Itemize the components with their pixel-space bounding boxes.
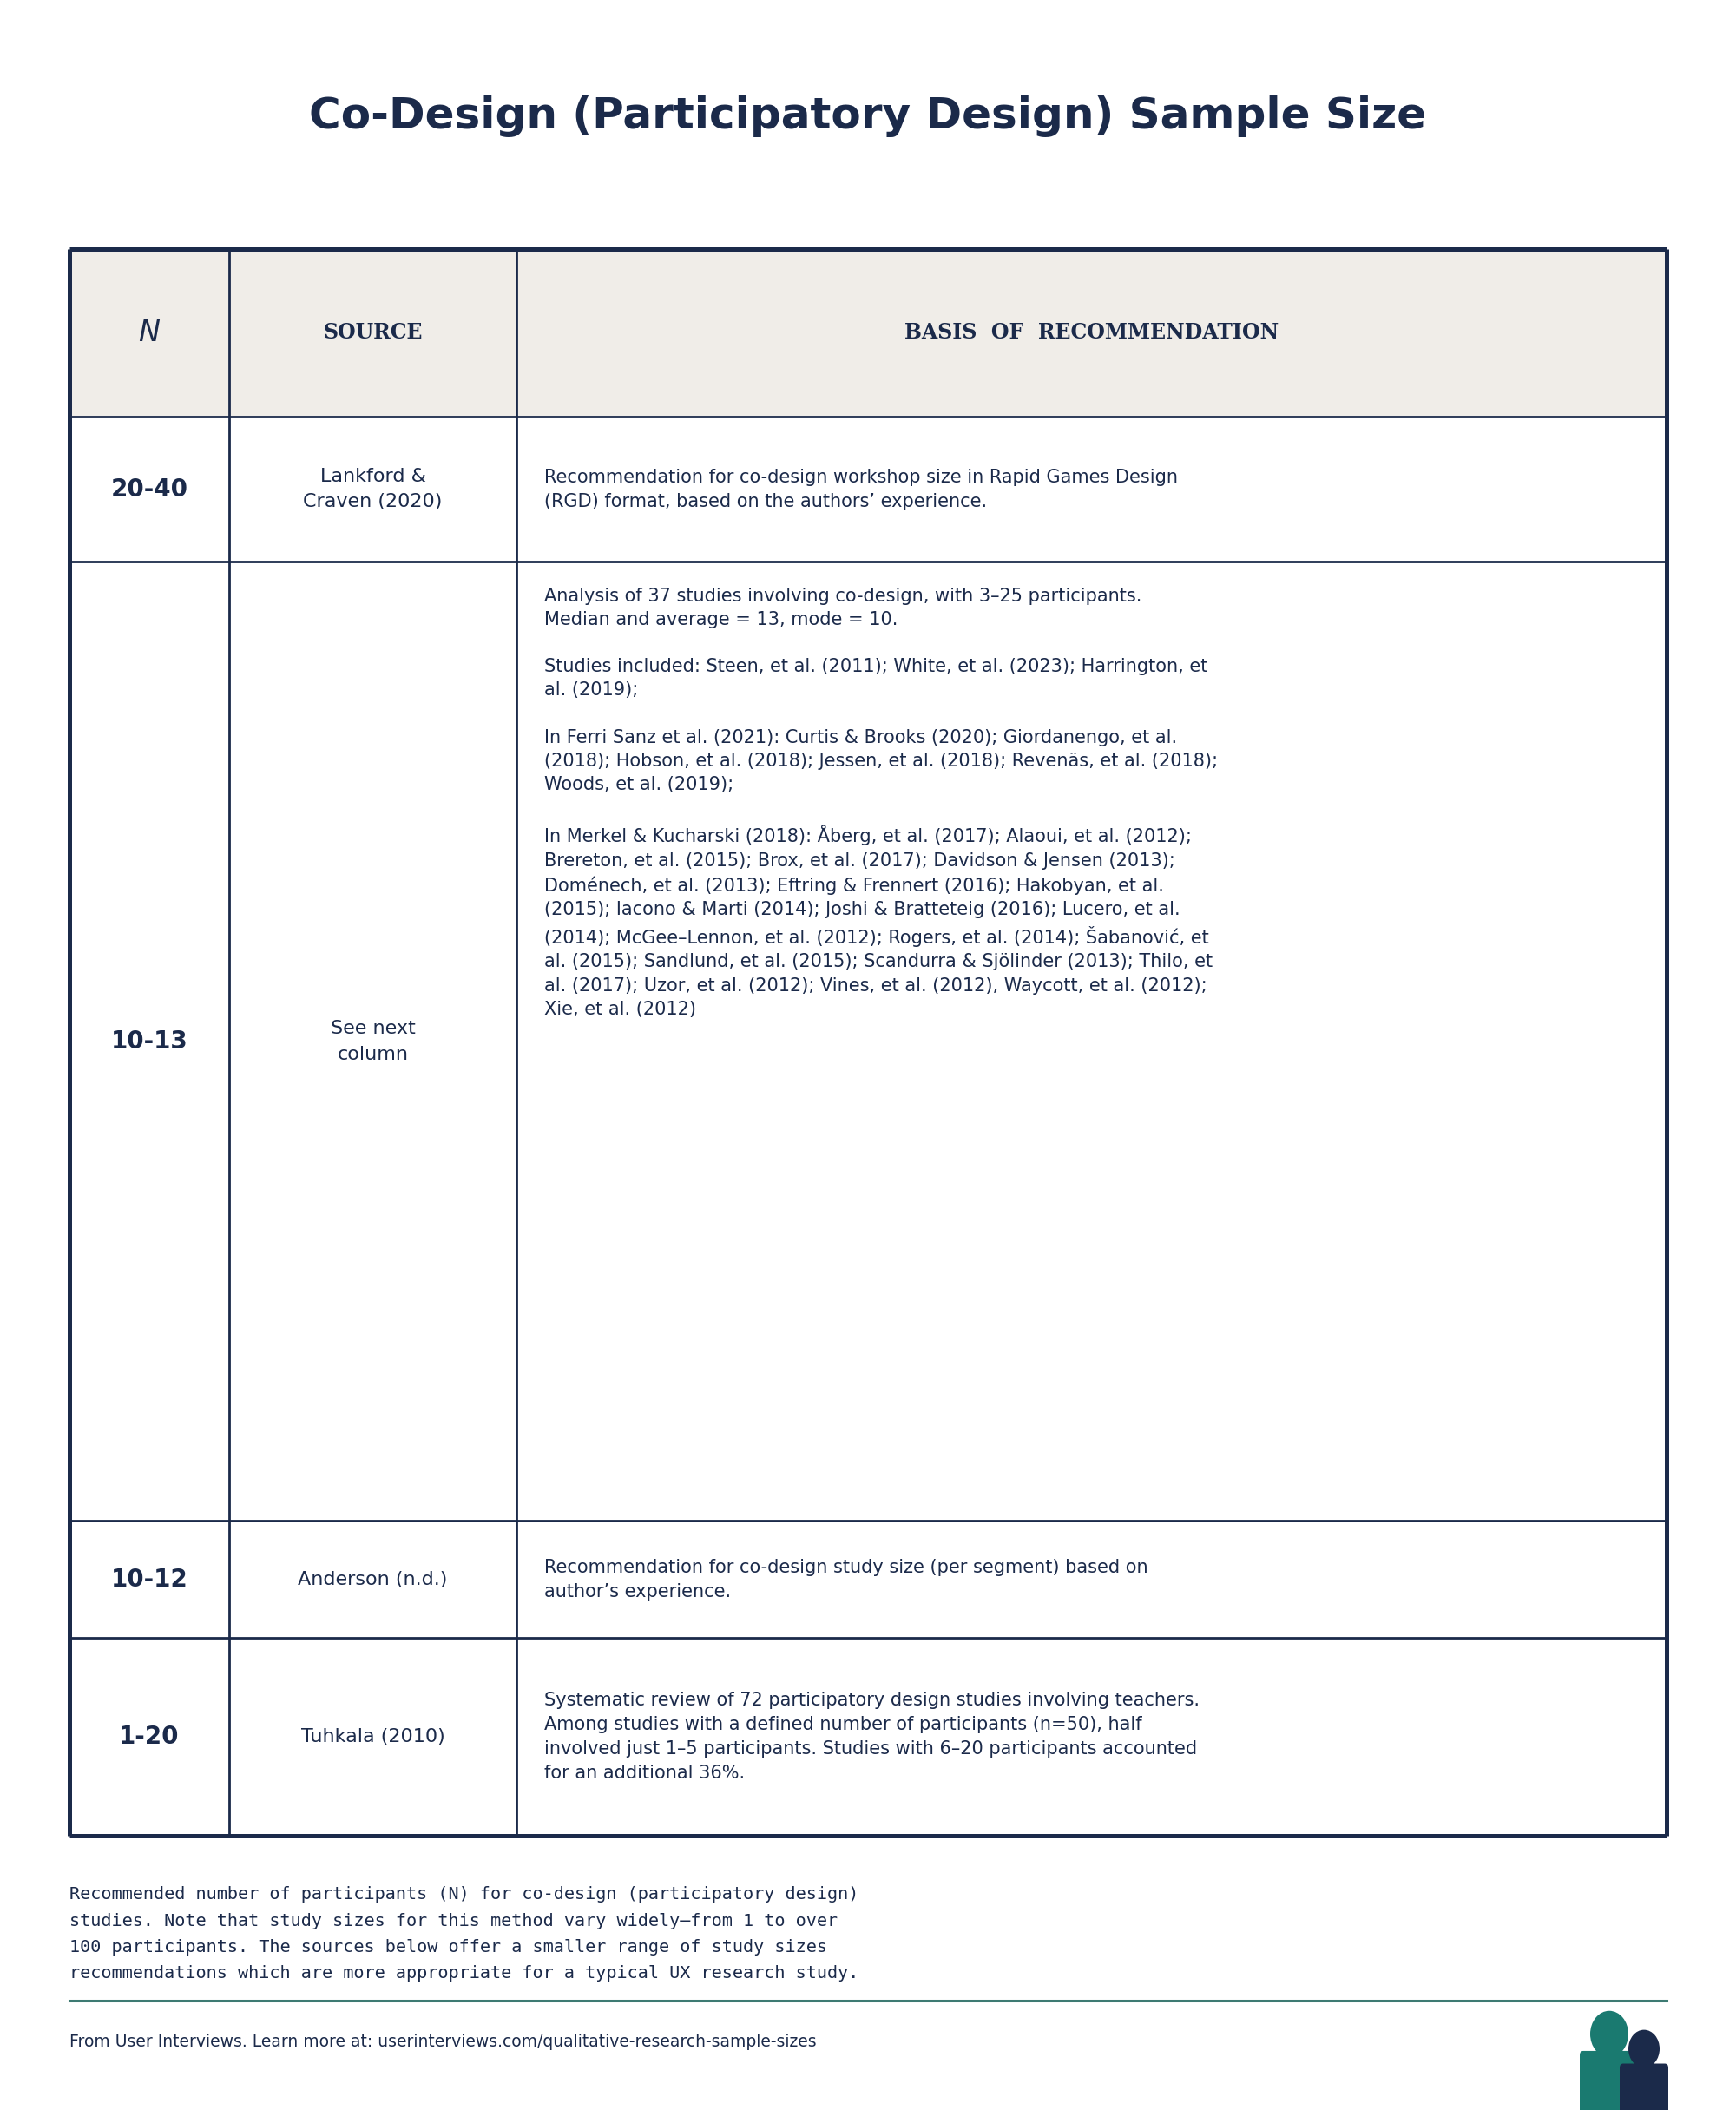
Text: Recommended number of participants (N) for co-design (participatory design)
stud: Recommended number of participants (N) f… [69, 1886, 859, 1981]
Bar [517, 561, 1667, 1521]
Bar [229, 1521, 517, 1637]
Bar [229, 416, 517, 561]
Text: 20-40: 20-40 [111, 477, 187, 502]
Bar [69, 249, 229, 416]
Ellipse shape [1590, 2011, 1628, 2057]
Bar [517, 416, 1667, 561]
Text: Systematic review of 72 participatory design studies involving teachers.
Among s: Systematic review of 72 participatory de… [545, 1692, 1200, 1783]
Bar [69, 561, 229, 1521]
Ellipse shape [1628, 2030, 1660, 2068]
Text: Anderson (n.d.): Anderson (n.d.) [299, 1570, 448, 1589]
Bar [517, 1637, 1667, 1836]
FancyBboxPatch shape [1620, 2064, 1668, 2110]
Text: SOURCE: SOURCE [323, 323, 422, 344]
Text: From User Interviews. Learn more at: userinterviews.com/qualitative-research-sam: From User Interviews. Learn more at: use… [69, 2034, 816, 2051]
Text: Recommendation for co-design workshop size in Rapid Games Design
(RGD) format, b: Recommendation for co-design workshop si… [545, 468, 1179, 511]
Text: Analysis of 37 studies involving co-design, with 3–25 participants.
Median and a: Analysis of 37 studies involving co-desi… [545, 587, 1219, 1017]
Bar [69, 1521, 229, 1637]
Text: See next
column: See next column [330, 1019, 415, 1063]
Bar [229, 249, 517, 416]
Bar [229, 1637, 517, 1836]
Text: Recommendation for co-design study size (per segment) based on
author’s experien: Recommendation for co-design study size … [545, 1559, 1147, 1599]
Bar [229, 561, 517, 1521]
Text: BASIS  OF  RECOMMENDATION: BASIS OF RECOMMENDATION [904, 323, 1279, 344]
Bar [69, 1637, 229, 1836]
Bar [517, 1521, 1667, 1637]
Bar [517, 249, 1667, 416]
Text: Co-Design (Participatory Design) Sample Size: Co-Design (Participatory Design) Sample … [309, 95, 1427, 137]
Text: $\mathit{N}$: $\mathit{N}$ [137, 319, 161, 346]
Text: Tuhkala (2010): Tuhkala (2010) [300, 1728, 444, 1745]
Text: 10-12: 10-12 [111, 1568, 187, 1591]
Text: 10-13: 10-13 [111, 1030, 187, 1053]
Bar [69, 416, 229, 561]
FancyBboxPatch shape [1580, 2051, 1639, 2110]
Text: Lankford &
Craven (2020): Lankford & Craven (2020) [304, 468, 443, 511]
Text: 1-20: 1-20 [120, 1724, 179, 1749]
